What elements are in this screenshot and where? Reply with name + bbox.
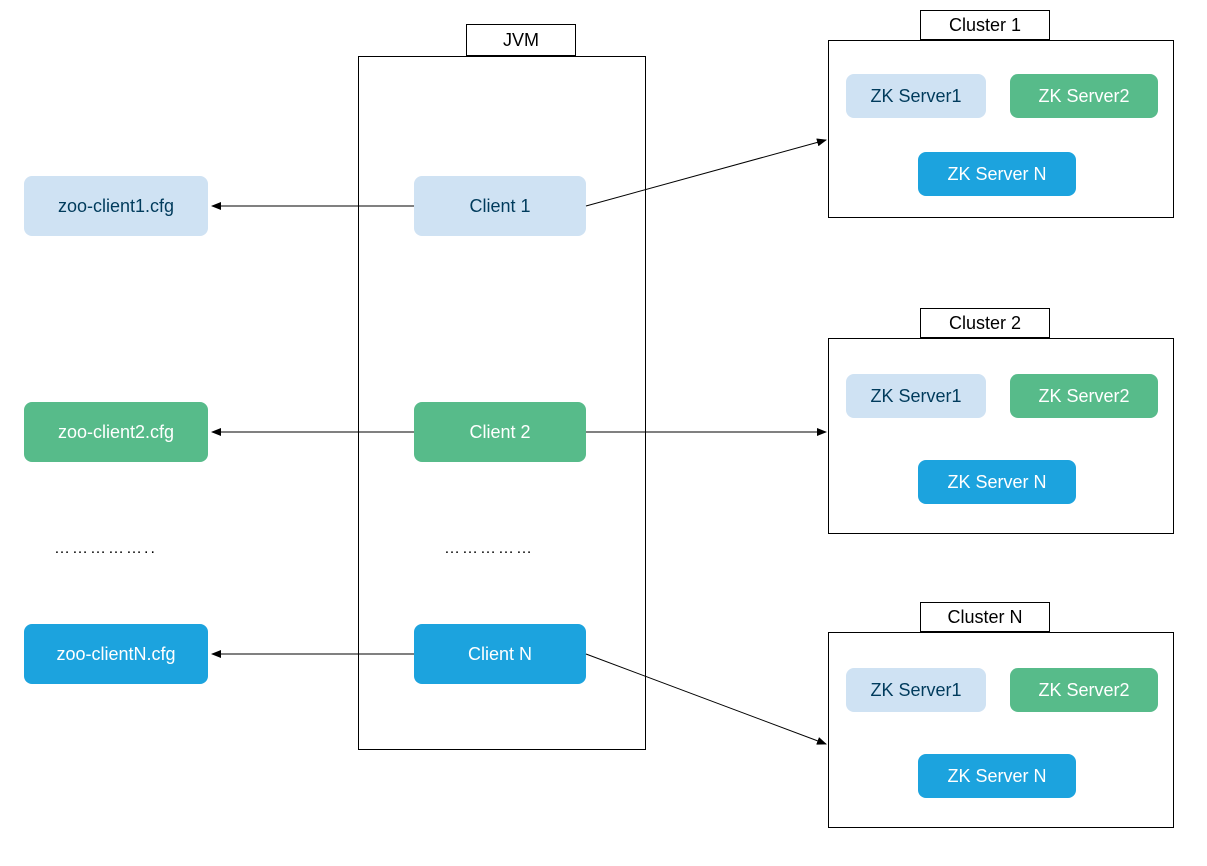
- cluster-2-server-1: ZK Server1: [846, 374, 986, 418]
- config-file-n: zoo-clientN.cfg: [24, 624, 208, 684]
- cluster-2-box: [828, 338, 1174, 534]
- client-1: Client 1: [414, 176, 586, 236]
- cluster-n-server-2: ZK Server2: [1010, 668, 1158, 712]
- cluster-2-server-2: ZK Server2: [1010, 374, 1158, 418]
- ellipsis-jvm: ……………: [444, 540, 534, 558]
- client-n: Client N: [414, 624, 586, 684]
- cluster-n-label-tab: Cluster N: [920, 602, 1050, 632]
- cluster-2-label-tab: Cluster 2: [920, 308, 1050, 338]
- config-file-1: zoo-client1.cfg: [24, 176, 208, 236]
- cluster-1-label-tab: Cluster 1: [920, 10, 1050, 40]
- client-2: Client 2: [414, 402, 586, 462]
- config-file-2: zoo-client2.cfg: [24, 402, 208, 462]
- cluster-1-server-n: ZK Server N: [918, 152, 1076, 196]
- ellipsis-left: ……………..: [54, 540, 157, 558]
- cluster-1-server-1: ZK Server1: [846, 74, 986, 118]
- cluster-n-server-n: ZK Server N: [918, 754, 1076, 798]
- cluster-n-server-1: ZK Server1: [846, 668, 986, 712]
- cluster-n-box: [828, 632, 1174, 828]
- diagram-canvas: JVM zoo-client1.cfg zoo-client2.cfg zoo-…: [0, 0, 1207, 866]
- jvm-label-tab: JVM: [466, 24, 576, 56]
- cluster-1-server-2: ZK Server2: [1010, 74, 1158, 118]
- cluster-2-server-n: ZK Server N: [918, 460, 1076, 504]
